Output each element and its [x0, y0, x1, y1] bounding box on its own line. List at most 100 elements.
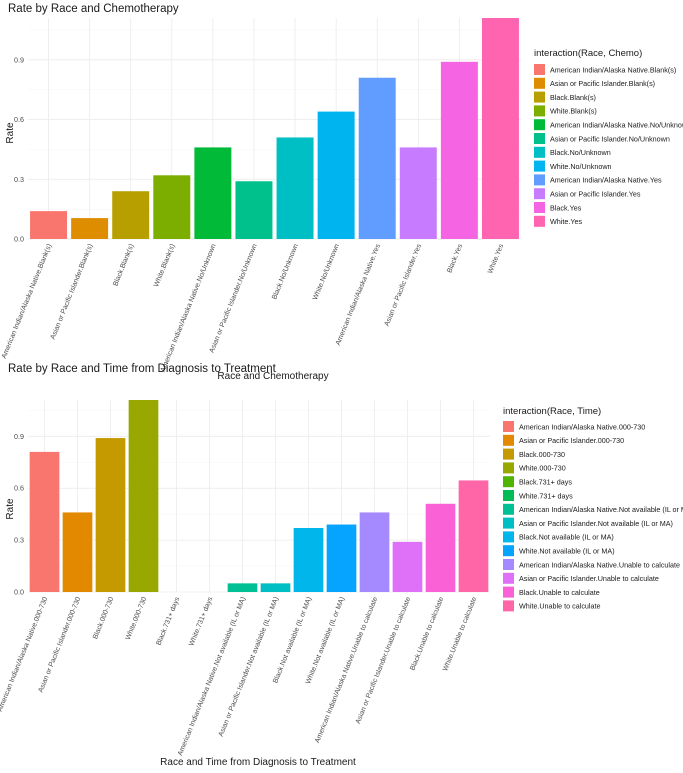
chart2-y-tick-label: 0.3: [14, 536, 24, 545]
chart1-y-tick-label: 0.0: [14, 235, 24, 244]
chart2-y-tick-label: 0.0: [14, 588, 24, 597]
chart1-bar: [276, 137, 314, 239]
chart2-legend-swatch: [503, 600, 514, 612]
chart1-bar: [30, 211, 68, 239]
chart1-legend-title: interaction(Race, Chemo): [534, 48, 642, 59]
chart2-y-axis-title: Rate: [5, 498, 16, 520]
chart2-legend-label: Black.731+ days: [519, 478, 572, 487]
chart1-legend-swatch: [534, 133, 545, 144]
chart1-bar: [194, 147, 232, 239]
chart1-bar: [399, 147, 437, 239]
chart1-legend-swatch: [534, 188, 545, 200]
chart1-bar: [440, 61, 478, 239]
chart1-bar: [71, 218, 109, 239]
chart1-y-tick-label: 0.6: [14, 115, 24, 124]
chart2-x-tick-label: American Indian/Alaska Native.000-730: [0, 596, 49, 713]
chart1-x-tick-label: Black.Blank(s): [112, 243, 135, 287]
chart2-legend-label: American Indian/Alaska Native.000-730: [519, 422, 645, 431]
chart1-bar: [112, 191, 150, 239]
chart2-legend-swatch: [503, 503, 514, 515]
chart1-bar: [317, 111, 355, 239]
chart2-plot: 0.0 0.3 0.6 0.9 American Indian/Alaska Nativ…: [0, 400, 683, 757]
chart2-title: Rate by Race and Time from Diagnosis to …: [8, 363, 277, 375]
chart1-legend-swatch: [534, 174, 545, 186]
chart1-x-axis-title: Race and Chemotherapy: [217, 371, 328, 382]
chart2-x-tick-label: American Indian/Alaska Native.Unable to …: [314, 596, 379, 744]
chart1-bar: [235, 181, 273, 239]
chart2-x-tick-label: Black.000-730: [92, 596, 115, 640]
chart1-legend-label: Black.Blank(s): [550, 93, 596, 102]
chart2-legend-swatch: [503, 476, 514, 488]
chart2-bar: [293, 528, 324, 592]
chart2-bar: [29, 451, 60, 592]
chart1-legend-label: White.No/Unknown: [550, 162, 612, 171]
chart2-bar: [326, 524, 357, 592]
chart2-x-tick-label: White.000-730: [125, 596, 149, 641]
chart1-x-tick-label: Black.No/Unknown: [271, 243, 300, 301]
chart2-legend-label: American Indian/Alaska Native.Unable to …: [519, 560, 680, 569]
chart1-x-tick-label: American Indian/Alaska Native.Yes: [335, 243, 382, 347]
chart1-legend-label: Asian or Pacific Islander.No/Unknown: [550, 134, 670, 143]
chart2-legend-label: White.Unable to calculate: [519, 602, 601, 611]
chart1-x-tick-label: Asian or Pacific Islander.No/Unknown: [209, 243, 259, 354]
chart2-legend-label: Black.Unable to calculate: [519, 588, 600, 597]
chart1-legend-swatch: [534, 91, 545, 103]
chart1-legend-swatch: [534, 146, 545, 158]
chart1-legend-label: American Indian/Alaska Native.Yes: [550, 176, 662, 185]
chart1-legend-label: Black.No/Unknown: [550, 148, 611, 157]
chart2-legend-label: Black.Not available (IL or MA): [519, 533, 614, 542]
chart1-x-tick-label: Asian or Pacific Islander.Yes: [384, 243, 424, 328]
chart2-legend-swatch: [503, 490, 514, 501]
chart2-x-tick-label: White.731+ days: [188, 596, 214, 648]
chart2-legend-label: White.000-730: [519, 464, 566, 473]
chart1-y-axis-title: Rate: [5, 122, 16, 144]
chart1-plot: 0.0 0.3 0.6 0.9 American Indian/Alaska Nativ…: [1, 18, 683, 373]
chart2-x-tick-label: White.Not available (IL or MA): [305, 596, 346, 685]
chart1-title: Rate by Race and Chemotherapy: [8, 3, 179, 15]
chart2-x-tick-label: Black.731+ days: [156, 596, 182, 647]
chart2-x-tick-label: Asian or Pacific Islander.Unable to calc…: [355, 596, 413, 725]
chart1-legend-swatch: [534, 202, 545, 213]
chart1-legend-label: American Indian/Alaska Native.No/Unknown: [550, 121, 683, 130]
chart1-x-tick-label: White.Yes: [487, 243, 505, 275]
chart2-legend-label: White.731+ days: [519, 491, 573, 500]
chart2-legend-label: Asian or Pacific Islander.000-730: [519, 436, 624, 445]
chart2-bar: [392, 541, 423, 592]
chart1-legend-swatch: [534, 64, 545, 75]
chart1-x-tick-label: White.Blank(s): [153, 243, 177, 288]
chart2-legend-swatch: [503, 559, 514, 570]
chart1-legend-label: White.Yes: [550, 217, 582, 226]
chart2-bar: [128, 400, 159, 592]
chart2-y-tick-label: 0.6: [14, 484, 24, 493]
chart2-legend-label: Black.000-730: [519, 450, 565, 459]
chart2-legend-label: Asian or Pacific Islander.Not available …: [519, 519, 673, 528]
chart2-bar: [458, 480, 489, 592]
chart2-bar: [359, 512, 390, 592]
chart2-legend-label: Asian or Pacific Islander.Unable to calc…: [519, 574, 659, 583]
chart2-legend-swatch: [503, 462, 514, 474]
chart2-legend-swatch: [503, 448, 514, 460]
chart1-legend-swatch: [534, 77, 545, 89]
chart1-legend-swatch: [534, 215, 545, 227]
chart1-bar: [153, 175, 191, 239]
chart2-bar: [425, 503, 456, 592]
chart2-legend-swatch: [503, 586, 514, 598]
chart2-legend-swatch: [503, 572, 514, 584]
chart2-legend-swatch: [503, 434, 514, 446]
chart1-x-tick-label: White.No/Unknown: [312, 243, 341, 301]
chart2-legend-swatch: [503, 421, 514, 432]
chart1-legend-label: White.Blank(s): [550, 107, 597, 116]
chart2-bar: [95, 438, 126, 592]
chart2-x-tick-label: Asian or Pacific Islander.Not available …: [218, 596, 281, 738]
chart1-legend-label: Asian or Pacific Islander.Yes: [550, 190, 641, 199]
chart2-x-tick-label: American Indian/Alaska Native.Not availa…: [177, 596, 247, 757]
chart2-legend-label: White.Not available (IL or MA): [519, 547, 615, 556]
chart2-bar: [62, 512, 93, 592]
chart1-legend-label: Black.Yes: [550, 203, 582, 212]
chart1-legend-swatch: [534, 105, 545, 117]
chart1-x-tick-label: American Indian/Alaska Native.Blank(s): [1, 243, 54, 360]
chart2-x-axis-title: Race and Time from Diagnosis to Treatmen…: [160, 757, 356, 768]
chart2-legend-swatch: [503, 517, 514, 529]
chart2-legend-title: interaction(Race, Time): [503, 406, 601, 417]
